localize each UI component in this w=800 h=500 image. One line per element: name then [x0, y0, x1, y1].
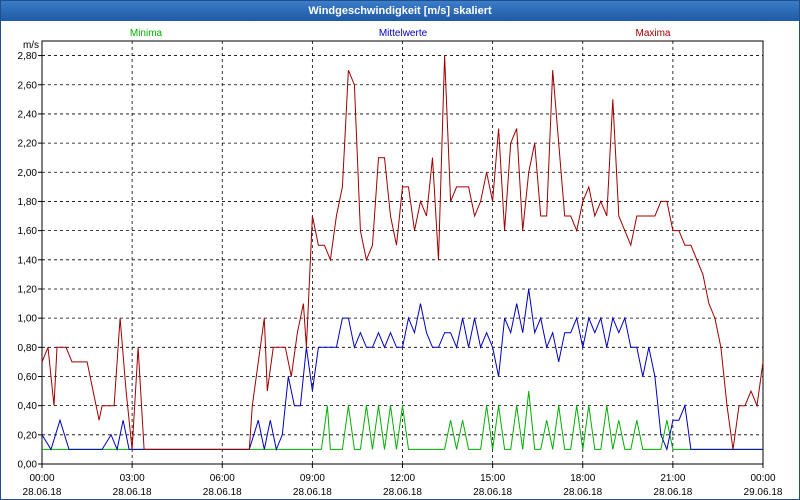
legend-entry-mittelwerte: Mittelwerte	[379, 28, 428, 39]
x-tick-date: 28.06.18	[113, 487, 152, 498]
x-tick-time: 21:00	[660, 473, 685, 484]
series-line-mittelwerte	[41, 288, 763, 452]
x-tick-time: 15:00	[480, 473, 505, 484]
y-tick-label: 0,00	[18, 460, 38, 471]
chart-canvas: 0,00 0,20 0,40 0,60 0,80 1,00 1,20 1,40 1,60 1,80…	[18, 28, 783, 498]
legend-entry-maxima: Maxima	[635, 28, 670, 39]
y-tick-label: 0,60	[18, 372, 38, 383]
x-tick-date: 28.06.18	[473, 487, 512, 498]
grid-lines	[42, 41, 763, 464]
x-tick-time: 12:00	[390, 473, 415, 484]
y-tick-label: 1,60	[18, 226, 38, 237]
series-line-maxima	[41, 55, 764, 450]
x-tick-time: 00:00	[29, 473, 54, 484]
y-tick-label: 0,40	[18, 401, 38, 412]
y-axis-label: m/s	[23, 40, 39, 51]
chart-title: Windgeschwindigkeit [m/s] skaliert	[1, 1, 799, 21]
x-tick-date: 28.06.18	[293, 487, 332, 498]
x-tick-time: 09:00	[300, 473, 325, 484]
x-tick-date: 28.06.18	[23, 487, 62, 498]
y-tick-label: 2,20	[18, 139, 38, 150]
series-line-minima	[42, 391, 763, 450]
y-tick-label: 1,80	[18, 197, 38, 208]
legend-entry-minima: Minima	[130, 28, 163, 39]
x-tick-date: 28.06.18	[383, 487, 422, 498]
y-tick-label: 2,00	[18, 168, 38, 179]
axes	[38, 40, 764, 468]
y-tick-label: 0,80	[18, 343, 38, 354]
y-tick-label: 1,00	[18, 314, 38, 325]
x-tick-time: 18:00	[570, 473, 595, 484]
series-lines	[41, 55, 764, 452]
x-tick-date: 29.06.18	[744, 487, 783, 498]
x-tick-time: 00:00	[750, 473, 775, 484]
y-tick-label: 2,80	[18, 51, 38, 62]
y-tick-label: 0,20	[18, 430, 38, 441]
y-tick-label: 2,60	[18, 80, 38, 91]
y-tick-label: 1,40	[18, 255, 38, 266]
legend: Minima Mittelwerte Maxima	[130, 28, 671, 39]
x-tick-date: 28.06.18	[563, 487, 602, 498]
y-tick-label: 2,40	[18, 109, 38, 120]
x-tick-time: 03:00	[120, 473, 145, 484]
x-tick-date: 28.06.18	[203, 487, 242, 498]
plot-border	[41, 40, 764, 465]
x-tick-time: 06:00	[210, 473, 235, 484]
x-tick-date: 28.06.18	[653, 487, 692, 498]
y-tick-label: 1,20	[18, 284, 38, 295]
tick-labels: 0,00 0,20 0,40 0,60 0,80 1,00 1,20 1,40 1,60 1,80…	[18, 51, 783, 498]
